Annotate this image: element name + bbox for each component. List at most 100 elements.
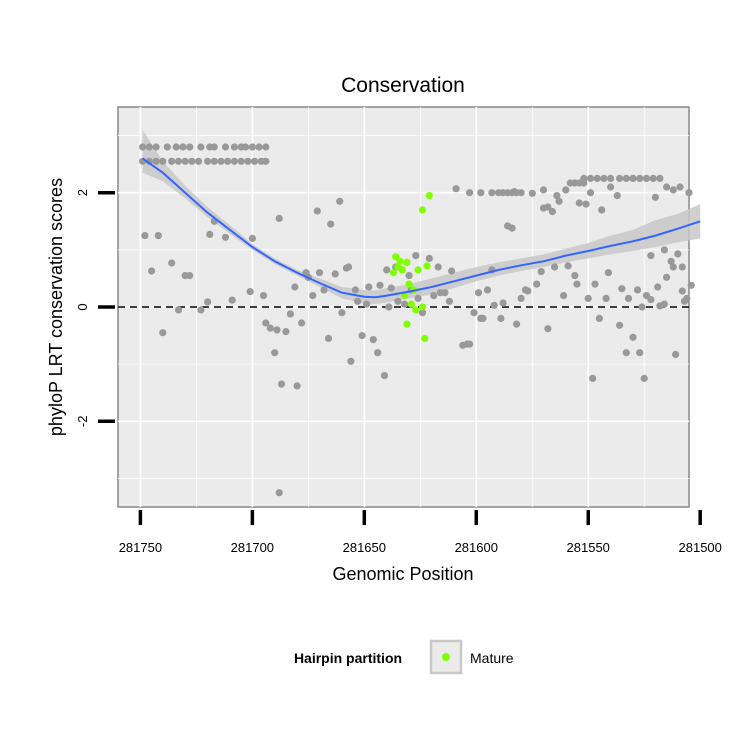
data-point-mature (403, 258, 411, 266)
data-point-mature (405, 280, 413, 288)
data-point-other (663, 273, 671, 281)
data-point-other (560, 292, 568, 300)
data-point-mature (396, 257, 404, 265)
data-point-other (345, 263, 353, 271)
data-point-other (315, 269, 324, 277)
data-point-other (425, 254, 433, 262)
x-tick-label: 281550 (567, 540, 610, 555)
data-point-mature (423, 262, 431, 270)
data-point-other (647, 252, 655, 260)
data-point-other (405, 272, 413, 280)
data-point-other (152, 143, 160, 151)
data-point-mature (412, 306, 420, 314)
data-point-other (387, 284, 395, 292)
data-point-other (562, 186, 570, 194)
data-point-other (394, 297, 402, 305)
data-point-other (186, 143, 194, 151)
data-point-other (336, 197, 344, 205)
data-point-other (640, 374, 648, 382)
data-point-other (172, 143, 180, 151)
legend-label-mature: Mature (470, 650, 514, 666)
data-point-other (376, 281, 384, 289)
data-point-other (163, 143, 171, 151)
data-point-other (573, 280, 581, 288)
data-point-other (244, 157, 252, 165)
data-point-other (622, 174, 630, 182)
data-point-other (224, 157, 232, 165)
data-point-other (624, 294, 633, 302)
data-point-other (251, 157, 259, 165)
data-point-other (291, 283, 299, 291)
data-point-other (533, 280, 541, 288)
data-point-other (430, 292, 438, 300)
data-point-other (618, 285, 626, 293)
data-point-other (246, 288, 254, 296)
data-point-other (195, 157, 203, 165)
data-point-other (262, 157, 270, 165)
data-point-other (656, 174, 664, 182)
data-point-other (613, 192, 621, 200)
data-point-other (436, 289, 444, 297)
data-point-other (663, 183, 671, 191)
data-point-other (302, 269, 310, 277)
data-point-other (248, 234, 256, 242)
data-point-other (508, 224, 516, 232)
data-point-mature (403, 320, 411, 328)
legend: Hairpin partition Mature (294, 639, 514, 675)
data-point-other (607, 183, 615, 191)
data-point-other (262, 319, 270, 327)
data-point-other (230, 143, 238, 151)
data-point-other (466, 189, 474, 197)
data-point-other (687, 281, 695, 289)
data-point-other (271, 349, 279, 357)
data-point-other (636, 349, 644, 357)
data-point-other (237, 157, 245, 165)
data-point-other (589, 374, 597, 382)
data-point-mature (418, 303, 427, 311)
data-point-other (369, 336, 377, 344)
data-point-other (358, 332, 366, 340)
data-point-other (248, 143, 256, 151)
data-point-other (517, 189, 525, 197)
data-point-mature (414, 266, 422, 274)
data-point-mature (407, 300, 415, 308)
data-point-other (414, 294, 422, 302)
data-point-other (674, 250, 682, 258)
data-point-other (434, 263, 442, 271)
data-point-other (277, 380, 286, 388)
data-point-other (259, 292, 268, 300)
data-point-mature (425, 192, 433, 200)
data-point-other (685, 189, 693, 197)
data-point-other (680, 297, 689, 305)
data-point-other (401, 300, 409, 308)
confidence-band (142, 129, 701, 305)
data-point-other (600, 174, 608, 182)
data-point-other (488, 189, 496, 197)
x-tick-label: 281700 (231, 540, 274, 555)
data-point-other (669, 263, 677, 271)
y-tick-label: 2 (75, 189, 90, 196)
data-point-other (654, 283, 662, 291)
data-point-other (313, 207, 321, 215)
data-point-other (210, 143, 218, 151)
data-point-other (139, 143, 147, 151)
data-point-other (365, 283, 373, 291)
data-point-other (642, 174, 651, 182)
data-point-other (418, 309, 427, 317)
data-point-other (497, 314, 505, 322)
data-point-other (553, 192, 561, 200)
data-point-other (466, 340, 474, 348)
data-point-other (354, 297, 362, 305)
data-point-other (490, 301, 498, 309)
x-tick-label: 281500 (679, 540, 722, 555)
data-point-other (174, 157, 183, 165)
data-point-other (141, 232, 149, 240)
data-point-other (636, 174, 644, 182)
data-point-other (197, 306, 205, 314)
data-point-other (255, 143, 263, 151)
data-point-other (210, 157, 218, 165)
data-point-other (320, 286, 328, 294)
data-point-other (286, 310, 294, 318)
data-point-other (217, 157, 225, 165)
